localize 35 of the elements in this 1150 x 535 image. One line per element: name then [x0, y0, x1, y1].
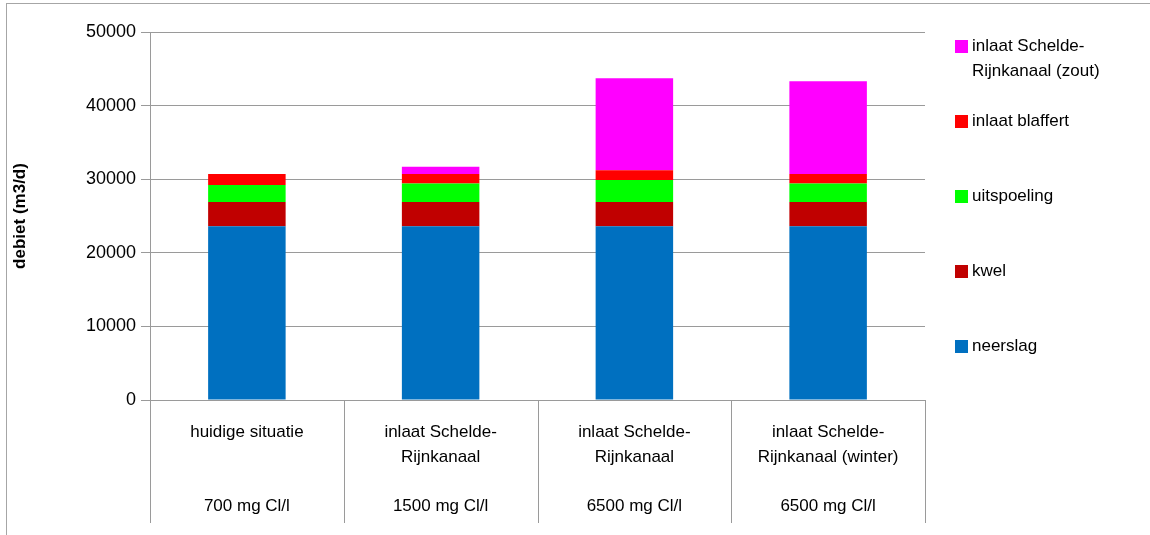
y-axis-title: debiet (m3/d) [9, 163, 29, 269]
bar [595, 202, 674, 227]
legend-label: uitspoeling [972, 185, 1055, 207]
bar [595, 179, 674, 203]
bar [208, 174, 286, 186]
y-tick-label: 50000 [85, 20, 136, 41]
y-tick-label: 40000 [85, 94, 136, 115]
bar [208, 226, 286, 400]
category-label: inlaat Schelde-Rijnkanaal 6500 mg Cl/l [578, 422, 691, 515]
y-tick-label: 30000 [85, 168, 136, 189]
y-tick-label: 0 [125, 388, 136, 409]
bar [208, 202, 286, 227]
legend-label: neerslag [972, 335, 1039, 357]
bar [595, 226, 674, 400]
category-label: inlaat Schelde-Rijnkanaal (winter) 6500 mg Cl/l [757, 422, 899, 515]
bar [789, 81, 867, 175]
bar [789, 183, 867, 203]
bar [789, 174, 867, 184]
bar [208, 185, 286, 203]
bar [595, 170, 674, 180]
legend-label: inlaat Schelde-Rijnkanaal (zout) [972, 35, 1101, 82]
bar [401, 166, 480, 175]
y-tick-label: 20000 [85, 241, 136, 262]
bar [595, 78, 674, 171]
legend-label: kwel [972, 260, 1007, 282]
bar [401, 183, 480, 203]
category-label: inlaat Schelde-Rijnkanaal 1500 mg Cl/l [384, 422, 497, 515]
bar [401, 202, 480, 227]
category-label: huidige situatie 700 mg Cl/l [190, 422, 304, 515]
bar [401, 174, 480, 184]
bar [789, 202, 867, 227]
bar [789, 226, 867, 400]
bar [401, 226, 480, 400]
y-tick-label: 10000 [85, 315, 136, 336]
legend-label: inlaat blaffert [972, 110, 1071, 132]
